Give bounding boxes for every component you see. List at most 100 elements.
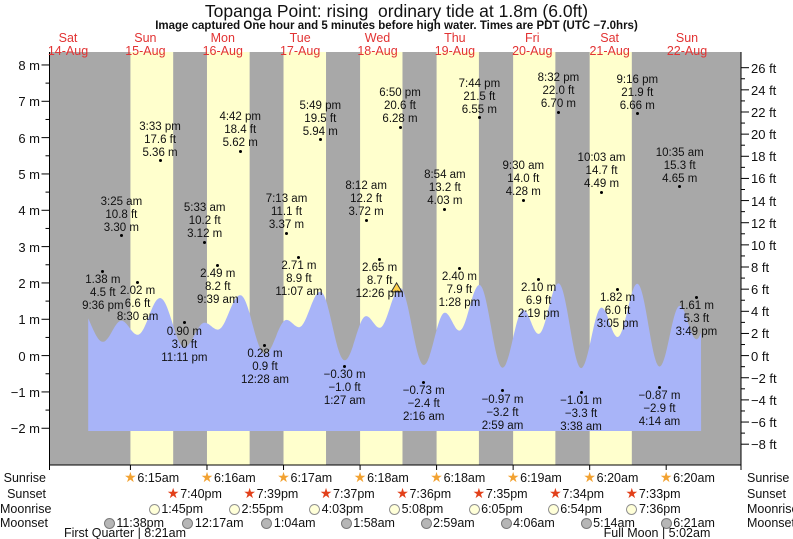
tide-low-annotation: 2.65 m 8.7 ft 12:26 pm xyxy=(334,262,426,301)
tide-high-annotation: 7:13 am 11.1 ft 3.37 m xyxy=(241,193,333,232)
y-axis-label-ft: 22 ft xyxy=(751,104,777,120)
annotation-line: 0.28 m xyxy=(247,348,283,361)
annotation-line: 22.0 ft xyxy=(542,85,575,98)
tide-high-annotation: 9:30 am 14.0 ft 4.28 m xyxy=(477,160,569,199)
annotation-line: 2.02 m xyxy=(120,285,156,298)
tide-point-dot xyxy=(297,255,301,259)
annotation-line: 8.2 ft xyxy=(204,281,231,294)
annotation-line: 21.9 ft xyxy=(621,86,654,99)
sunset-icon: ★ xyxy=(319,485,333,501)
y-axis-label-ft: −8 ft xyxy=(751,437,777,453)
astro-row-label-left: Moonset xyxy=(0,516,48,530)
annotation-line: 0.90 m xyxy=(166,325,202,338)
annotation-line: 1:27 am xyxy=(323,395,366,408)
tide-low-annotation: 1.38 m 4.5 ft 9:36 pm xyxy=(57,274,149,313)
moonrise-icon xyxy=(626,503,638,515)
tide-point-dot xyxy=(678,185,682,189)
annotation-line: 9:36 pm xyxy=(82,300,124,312)
tide-low-annotation: 0.28 m 0.9 ft 12:28 am xyxy=(219,348,311,387)
tide-point-dot xyxy=(364,218,368,222)
moonrise-icon xyxy=(547,503,559,515)
tide-point-dot xyxy=(158,159,162,163)
annotation-line: 2.49 m xyxy=(200,268,236,281)
y-axis-label-m: 5 m xyxy=(18,166,40,182)
y-axis-label-m: −1 m xyxy=(10,384,40,400)
moonrise-icon xyxy=(468,503,480,515)
astro-time: 7:37pm xyxy=(333,487,375,501)
tide-high-annotation: 5:33 am 10.2 ft 3.12 m xyxy=(159,202,251,241)
astro-time: 1:45pm xyxy=(161,502,204,516)
astro-time: 6:54pm xyxy=(560,502,602,516)
annotation-line: 10:35 am xyxy=(655,146,704,159)
annotation-line: 1.61 m xyxy=(678,300,714,313)
annotation-line: 9:39 am xyxy=(196,294,239,307)
tide-point-dot xyxy=(136,280,140,284)
day-label: Sat 14-Aug xyxy=(23,32,113,58)
astro-time: 7:40pm xyxy=(180,487,222,501)
y-axis-label-ft: 24 ft xyxy=(751,82,777,98)
annotation-line: 4.5 ft xyxy=(90,287,116,299)
sunrise-icon: ★ xyxy=(430,469,443,485)
moonrise-icon xyxy=(309,503,321,515)
day-weekday: Thu xyxy=(444,31,466,45)
astro-time: 2:55pm xyxy=(241,502,284,516)
y-axis-label-ft: −6 ft xyxy=(751,415,777,431)
sunrise-icon: ★ xyxy=(506,469,520,485)
annotation-line: 11:07 am xyxy=(275,286,323,299)
y-axis-label-m: 0 m xyxy=(18,348,40,364)
tide-high-annotation: 10:03 am 14.7 ft 4.49 m xyxy=(556,152,648,191)
annotation-line: 3:38 am xyxy=(560,421,602,434)
astro-time: 12:17am xyxy=(194,516,244,530)
annotation-line: 3.30 m xyxy=(103,221,139,234)
day-date: 19-Aug xyxy=(434,44,476,58)
astro-time: 5:08pm xyxy=(401,502,444,516)
annotation-line: 3:05 pm xyxy=(596,318,639,331)
tide-point-dot xyxy=(521,198,525,202)
annotation-line: 0.9 ft xyxy=(252,361,278,374)
annotation-line: 8.9 ft xyxy=(286,273,312,286)
astro-time: 2:59am xyxy=(433,516,475,530)
sunset-icon: ★ xyxy=(472,485,486,501)
tide-point-dot xyxy=(398,125,402,129)
moonset-icon xyxy=(261,517,273,529)
astro-time: 4:03pm xyxy=(321,502,364,516)
moonset-icon xyxy=(500,517,512,529)
annotation-line: 12.2 ft xyxy=(350,193,383,206)
y-axis-label-m: 2 m xyxy=(18,275,40,291)
day-date: 18-Aug xyxy=(357,44,398,58)
annotation-line: 5:49 pm xyxy=(299,99,342,112)
annotation-line: 2.40 m xyxy=(441,271,477,284)
annotation-line: 7:44 pm xyxy=(458,77,501,90)
sunset-icon: ★ xyxy=(396,485,409,501)
moon-phase-label: First Quarter | 8:21am xyxy=(63,526,187,539)
annotation-line: 4:42 pm xyxy=(219,111,261,124)
tide-point-dot xyxy=(119,234,123,238)
tide-point-dot xyxy=(422,380,426,384)
tide-high-annotation: 8:32 pm 22.0 ft 6.70 m xyxy=(512,72,604,111)
tide-point-dot xyxy=(101,269,105,273)
tide-low-annotation: −1.01 m −3.3 ft 3:38 am xyxy=(535,395,627,434)
day-date: 14-Aug xyxy=(47,44,89,58)
y-axis-label-ft: 8 ft xyxy=(751,260,770,275)
annotation-line: 14.7 ft xyxy=(585,165,618,178)
annotation-line: 1.38 m xyxy=(85,274,121,286)
tide-point-dot xyxy=(343,364,347,368)
moonset-icon xyxy=(420,517,432,529)
annotation-line: 3.12 m xyxy=(187,228,223,241)
tide-low-annotation: 2.71 m 8.9 ft 11:07 am xyxy=(253,260,345,299)
annotation-line: 6:50 pm xyxy=(379,87,421,100)
tide-low-annotation: 2.40 m 7.9 ft 1:28 pm xyxy=(413,271,505,310)
tide-point-dot xyxy=(657,385,661,389)
astro-time: 6:21am xyxy=(673,516,715,530)
page-title: Topanga Point: rising ordinary tide at 1… xyxy=(204,1,589,21)
annotation-line: −2.4 ft xyxy=(407,398,440,411)
astro-time: 7:33pm xyxy=(638,487,681,501)
tide-point-dot xyxy=(600,190,604,194)
tide-low-annotation: 0.90 m 3.0 ft 11:11 pm xyxy=(138,326,230,365)
annotation-line: 9:16 pm xyxy=(616,73,659,86)
day-weekday: Mon xyxy=(210,31,235,45)
astro-time: 6:19am xyxy=(520,471,562,485)
y-axis-label-m: 7 m xyxy=(18,94,40,110)
y-axis-label-ft: 26 ft xyxy=(751,60,777,76)
